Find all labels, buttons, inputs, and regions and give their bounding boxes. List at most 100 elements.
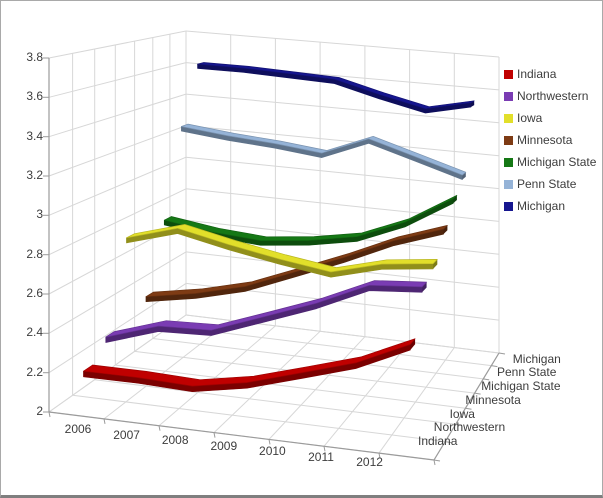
gridline <box>158 325 276 427</box>
depth-axis-label: Indiana <box>418 434 458 448</box>
ribbon-face <box>126 227 434 278</box>
ribbon-face <box>433 259 438 269</box>
value-axis-tick-label: 3.6 <box>26 89 43 104</box>
ribbon-face <box>453 195 457 204</box>
legend-item: Michigan State <box>504 151 596 173</box>
category-axis-label: 2010 <box>259 444 286 458</box>
legend-item: Indiana <box>504 63 596 85</box>
gridline <box>465 407 472 410</box>
gridline <box>48 125 187 177</box>
category-axis-label: 2009 <box>210 438 238 453</box>
legend-item: Iowa <box>504 107 596 129</box>
series-ribbon-indiana <box>83 338 416 393</box>
legend-swatch-icon <box>504 201 513 211</box>
gridline <box>445 441 452 444</box>
gridline <box>48 188 187 256</box>
gridline <box>48 156 187 216</box>
gridline <box>48 251 187 334</box>
gridline <box>103 320 232 420</box>
gridline <box>158 425 161 431</box>
gridline <box>433 459 441 462</box>
ribbon-face <box>462 172 466 180</box>
legend-label: Penn State <box>517 177 577 191</box>
series-ribbon-michigan <box>197 62 475 114</box>
ribbon-face <box>197 62 475 110</box>
ribbon-face <box>410 338 416 351</box>
legend-label: Michigan State <box>517 155 597 169</box>
gridline <box>433 459 436 466</box>
depth-axis-label: Iowa <box>449 406 475 421</box>
legend: Indiana Northwestern Iowa Minnesota Michigan… <box>504 63 596 217</box>
legend-swatch-icon <box>504 157 513 167</box>
legend-label: Michigan <box>517 199 566 213</box>
legend-label: Minnesota <box>517 133 573 147</box>
legend-label: Northwestern <box>517 89 589 103</box>
gridline <box>433 352 500 461</box>
gridline <box>103 418 106 424</box>
series-ribbon-minnesota <box>145 225 448 303</box>
depth-axis-label: Michigan <box>512 351 561 366</box>
ribbon-face <box>105 280 427 338</box>
legend-item: Penn State <box>504 173 596 195</box>
legend-label: Indiana <box>517 67 557 81</box>
gridline <box>378 453 381 459</box>
series-ribbon-penn-state <box>181 123 467 180</box>
gridline <box>169 325 492 367</box>
legend-swatch-icon <box>504 91 513 101</box>
gridline <box>491 365 498 368</box>
gridline <box>94 379 456 425</box>
gridline <box>378 347 455 454</box>
gridline <box>72 394 446 443</box>
gridline <box>185 125 500 157</box>
value-axis-tick-label: 3.4 <box>26 128 43 143</box>
category-axis-label: 2008 <box>161 433 189 447</box>
category-axis-label: 2007 <box>113 427 140 442</box>
series-ribbon-iowa <box>126 224 438 278</box>
depth-axis-label: Northwestern <box>433 420 506 435</box>
gridline <box>48 93 187 138</box>
value-axis-tick-label: 2.4 <box>26 325 43 340</box>
gridline <box>48 411 435 461</box>
value-axis-tick-label: 3.2 <box>26 168 43 182</box>
category-axis-label: 2006 <box>64 422 92 436</box>
value-axis-tick-label: 3 <box>36 207 43 222</box>
category-axis-label: 2012 <box>356 455 383 469</box>
gridline <box>268 439 271 445</box>
gridline <box>498 352 506 355</box>
gridline <box>115 364 466 409</box>
legend-swatch-icon <box>504 113 513 123</box>
category-axis-label: 2011 <box>308 449 334 464</box>
gridline <box>152 338 484 380</box>
value-axis-tick-label: 2.6 <box>26 286 43 300</box>
gridline <box>185 93 500 124</box>
ribbon-face <box>422 282 427 293</box>
series-ribbon-northwestern <box>105 280 427 343</box>
gridline <box>185 156 500 190</box>
gridline <box>483 378 490 381</box>
depth-axis-label: Michigan State <box>481 379 561 393</box>
legend-item: Northwestern <box>504 85 596 107</box>
gridline <box>48 30 187 59</box>
legend-swatch-icon <box>504 179 513 189</box>
legend-swatch-icon <box>504 69 513 79</box>
gridline <box>474 392 481 395</box>
gridline <box>185 30 500 58</box>
depth-axis-label: Penn State <box>497 365 557 380</box>
value-axis-tick-label: 3.8 <box>26 50 43 64</box>
ribbon-face <box>163 194 458 241</box>
gridline <box>323 341 410 447</box>
ribbon-face <box>181 123 467 176</box>
value-axis-tick-label: 2.8 <box>26 246 43 261</box>
gridline <box>48 62 187 98</box>
gridline <box>185 188 500 222</box>
gridline <box>48 411 51 418</box>
depth-axis-label: Minnesota <box>465 392 521 407</box>
gridline <box>455 423 462 426</box>
ribbon-face <box>443 225 448 235</box>
legend-label: Iowa <box>517 111 543 125</box>
legend-swatch-icon <box>504 135 513 145</box>
value-axis-tick-label: 2 <box>36 404 43 418</box>
gridline <box>268 336 366 440</box>
